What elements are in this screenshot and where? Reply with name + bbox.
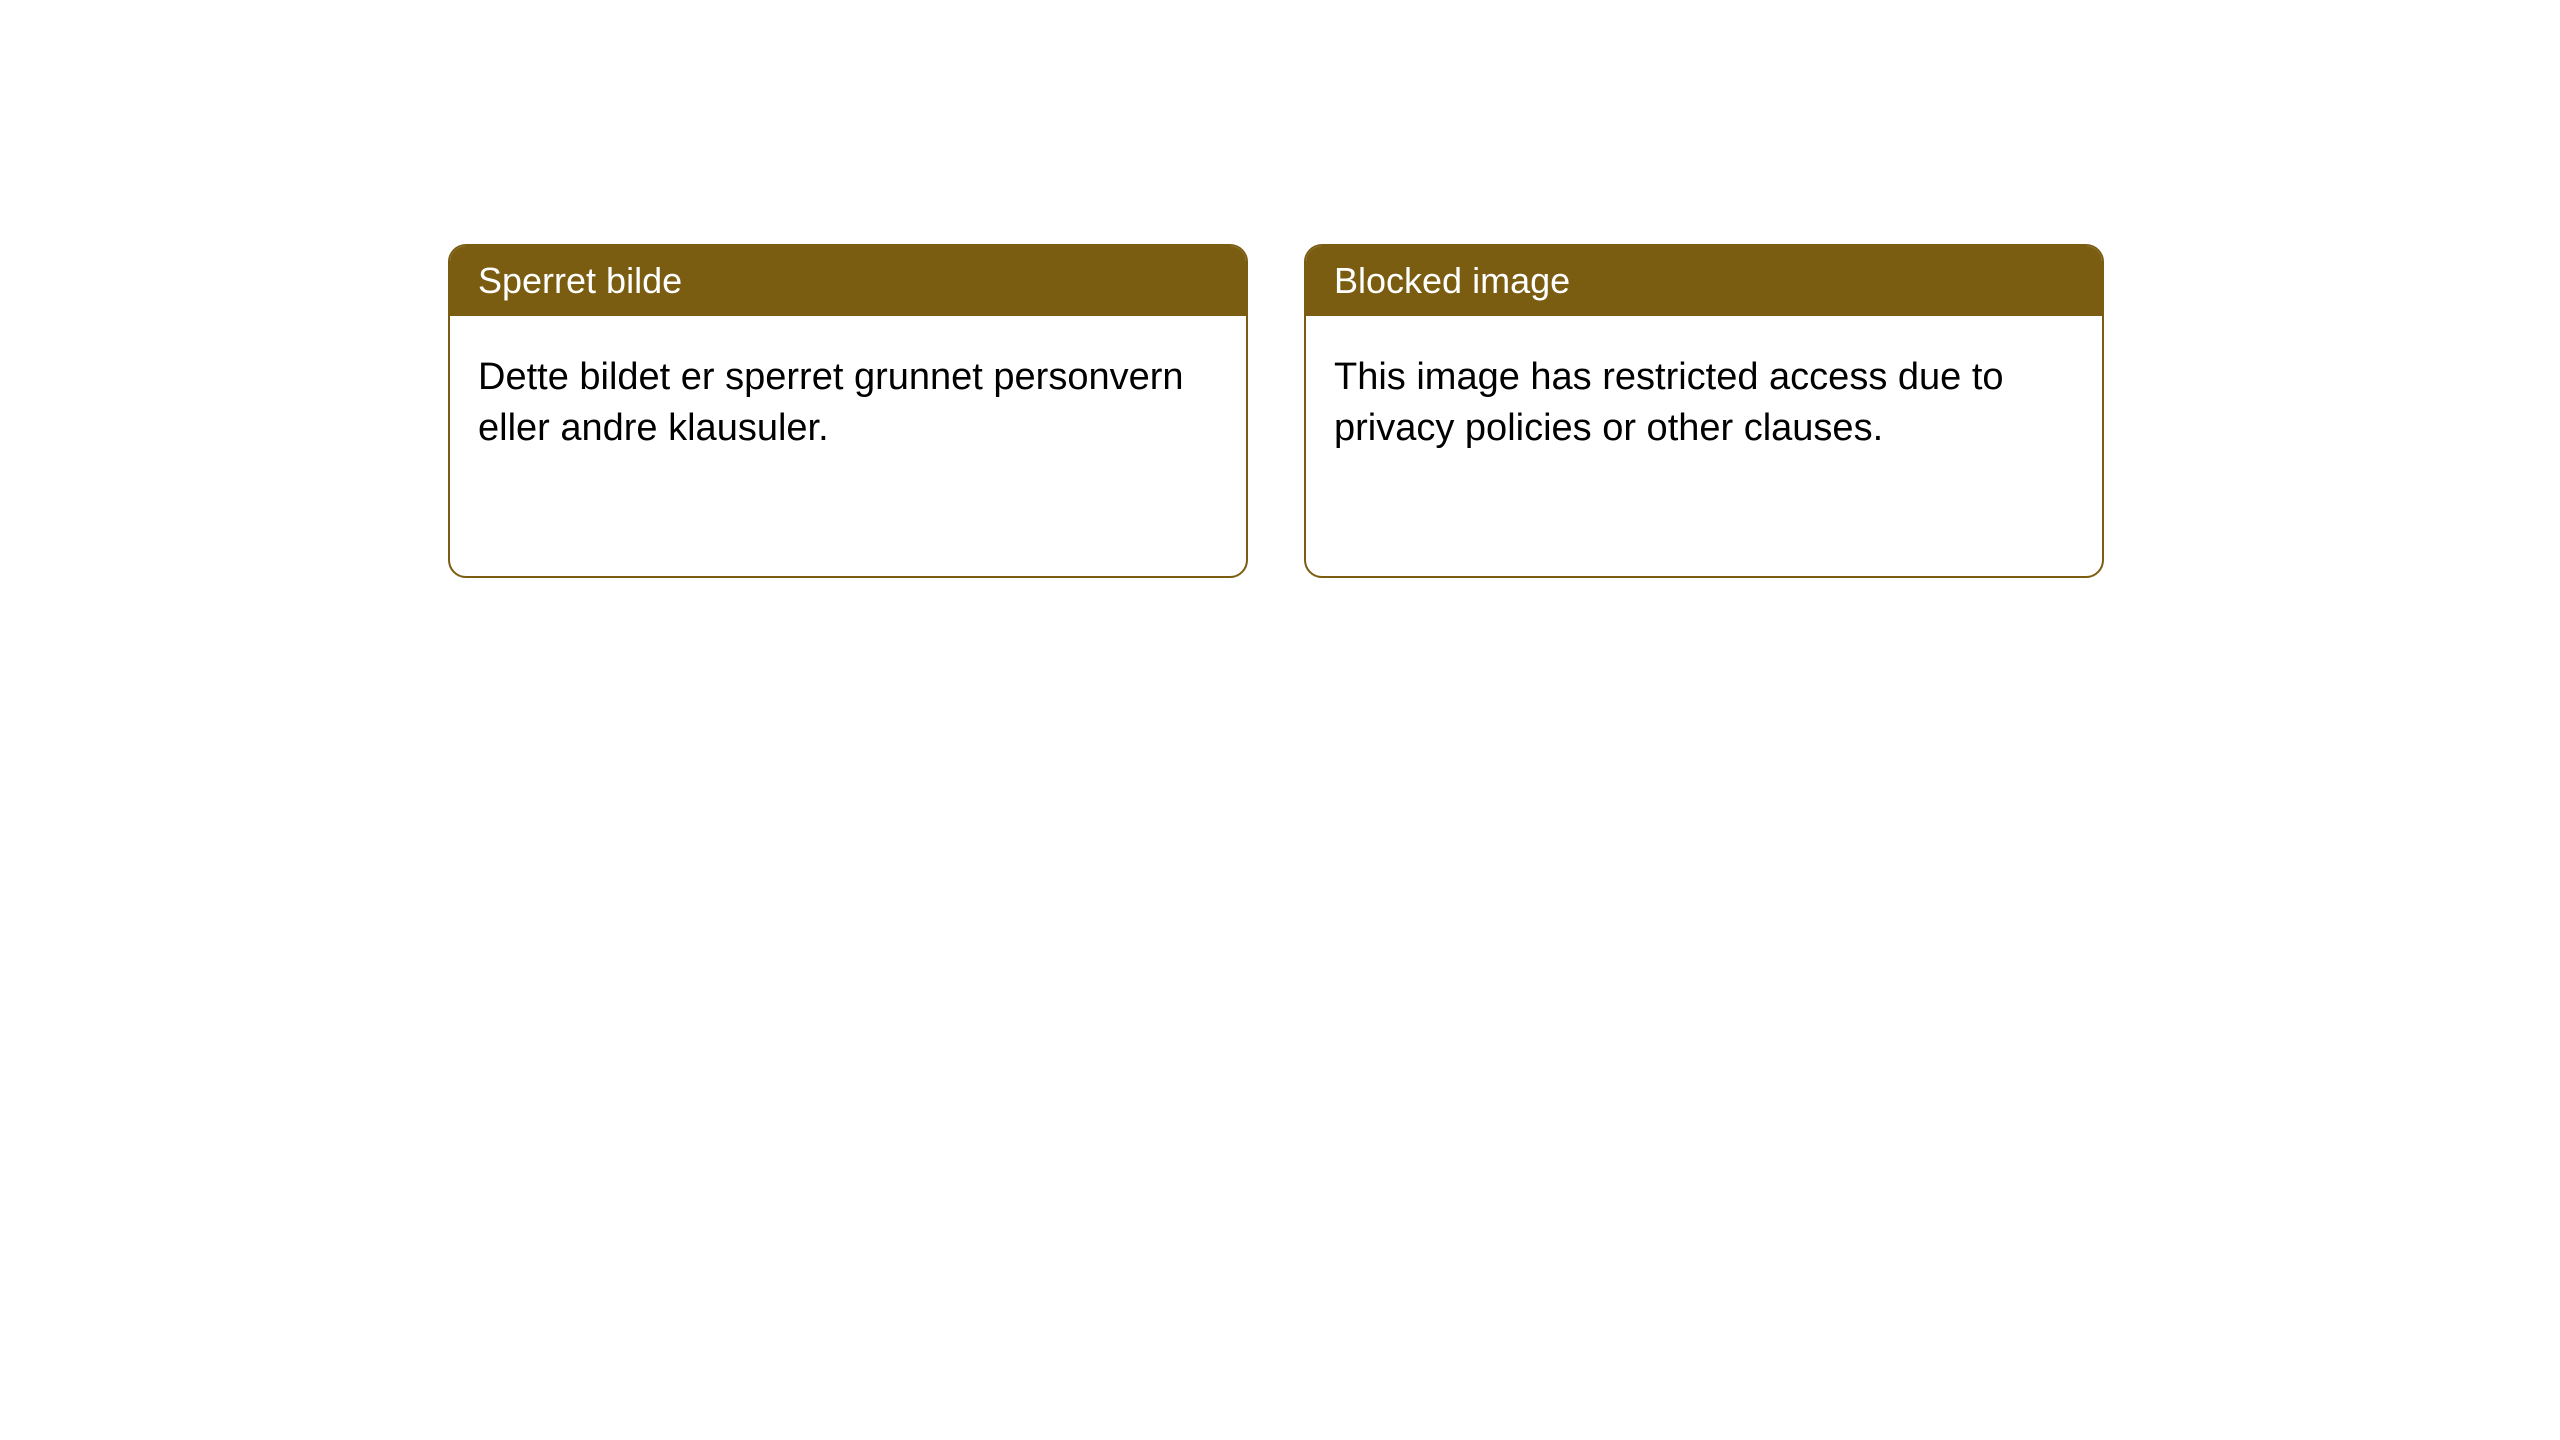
notice-card-english: Blocked image This image has restricted … <box>1304 244 2104 578</box>
card-body-text: This image has restricted access due to … <box>1334 356 2004 449</box>
card-body-text: Dette bildet er sperret grunnet personve… <box>478 356 1184 449</box>
card-body: Dette bildet er sperret grunnet personve… <box>450 316 1246 491</box>
card-body: This image has restricted access due to … <box>1306 316 2102 491</box>
card-header-text: Blocked image <box>1334 260 1570 301</box>
notice-container: Sperret bilde Dette bildet er sperret gr… <box>448 244 2104 578</box>
card-header-text: Sperret bilde <box>478 260 682 301</box>
card-header: Blocked image <box>1306 246 2102 316</box>
notice-card-norwegian: Sperret bilde Dette bildet er sperret gr… <box>448 244 1248 578</box>
card-header: Sperret bilde <box>450 246 1246 316</box>
